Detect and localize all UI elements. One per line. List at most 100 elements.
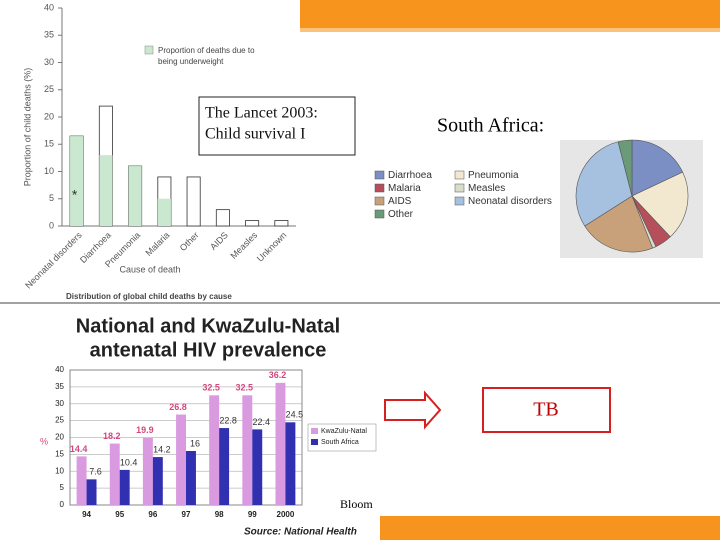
bar bbox=[186, 176, 201, 227]
bar bbox=[119, 469, 130, 505]
y-tick-label: 25 bbox=[44, 84, 54, 94]
x-tick-label: Unknown bbox=[255, 230, 289, 264]
legend-swatch bbox=[454, 183, 465, 193]
bar bbox=[186, 451, 196, 505]
bar bbox=[219, 428, 230, 505]
legend-swatch bbox=[454, 170, 465, 180]
data-label: 16 bbox=[190, 438, 200, 448]
x-tick-label: 94 bbox=[82, 510, 91, 519]
lancet-label: The Lancet 2003: bbox=[205, 105, 318, 122]
y-tick-label: 20 bbox=[44, 111, 54, 121]
y-tick-label: 5 bbox=[60, 483, 65, 492]
y-tick-label: 0 bbox=[49, 220, 54, 230]
chart-title: National and KwaZulu-Natal bbox=[76, 315, 340, 337]
legend-label: Malaria bbox=[388, 183, 421, 194]
bar bbox=[285, 422, 296, 505]
y-axis-title: Proportion of child deaths (%) bbox=[22, 68, 32, 187]
y-tick-label: 0 bbox=[60, 500, 65, 509]
legend-label: Neonatal disorders bbox=[468, 196, 552, 207]
legend-swatch bbox=[374, 170, 385, 180]
pie-slice bbox=[575, 141, 633, 227]
legend-label: Proportion of deaths due to being underwe… bbox=[158, 46, 255, 66]
lancet-box bbox=[198, 96, 356, 156]
data-label: 14.4 bbox=[70, 444, 88, 454]
tb-box bbox=[482, 387, 611, 433]
y-tick-label: 25 bbox=[55, 416, 64, 425]
y-tick-label: 40 bbox=[55, 365, 64, 374]
pie-slice bbox=[631, 139, 684, 197]
x-tick-label: AIDS bbox=[208, 230, 230, 252]
data-label: 32.5 bbox=[236, 383, 254, 393]
x-tick-label: Other bbox=[178, 230, 201, 253]
bar bbox=[99, 155, 113, 226]
data-label: 22.8 bbox=[219, 415, 237, 425]
bar bbox=[215, 209, 230, 227]
x-axis-title: Cause of death bbox=[119, 264, 180, 274]
data-label: 14.2 bbox=[153, 444, 171, 454]
legend-label: Measles bbox=[468, 183, 505, 194]
x-tick-label: 95 bbox=[115, 510, 124, 519]
bar bbox=[152, 457, 163, 505]
bar bbox=[274, 220, 289, 227]
legend-box bbox=[307, 423, 377, 452]
bar bbox=[142, 437, 153, 505]
y-tick-label: 15 bbox=[44, 139, 54, 149]
data-label: 36.2 bbox=[269, 370, 287, 380]
caption: Distribution of global child deaths by c… bbox=[66, 292, 232, 301]
data-label: 26.8 bbox=[169, 402, 187, 412]
legend-label: AIDS bbox=[388, 196, 412, 207]
x-tick-label: 96 bbox=[148, 510, 157, 519]
bar bbox=[76, 456, 87, 505]
data-label: 10.4 bbox=[120, 457, 138, 467]
data-label: 22.4 bbox=[252, 417, 270, 427]
bar bbox=[176, 414, 186, 505]
x-tick-label: Neonatal disorders bbox=[23, 230, 84, 291]
lancet-label: Child survival I bbox=[205, 126, 305, 143]
bar bbox=[86, 479, 97, 505]
tb-label: TB bbox=[533, 399, 559, 421]
x-tick-label: Malaria bbox=[144, 230, 172, 258]
legend-label: South Africa bbox=[321, 439, 359, 446]
x-tick-label: 99 bbox=[248, 510, 257, 519]
bar bbox=[209, 395, 220, 505]
x-tick-label: 98 bbox=[215, 510, 224, 519]
legend-swatch bbox=[374, 183, 385, 193]
x-tick-label: 97 bbox=[182, 510, 191, 519]
y-tick-label: 10 bbox=[44, 166, 54, 176]
legend-swatch bbox=[374, 209, 385, 219]
data-label: 7.6 bbox=[89, 467, 102, 477]
footer-text: Bloom bbox=[340, 497, 373, 511]
legend-label: Diarrhoea bbox=[388, 170, 432, 181]
y-tick-label: 5 bbox=[49, 193, 54, 203]
bar bbox=[275, 382, 286, 505]
legend-swatch bbox=[374, 196, 385, 206]
bar bbox=[70, 136, 84, 226]
bar bbox=[128, 166, 142, 226]
arrow bbox=[384, 390, 442, 430]
y-tick-label: 20 bbox=[55, 433, 64, 442]
source: Source: National Health bbox=[244, 527, 357, 538]
chart-title: antenatal HIV prevalence bbox=[90, 339, 327, 361]
data-label: 18.2 bbox=[103, 431, 121, 441]
footer-band bbox=[380, 516, 720, 540]
y-tick-label: 30 bbox=[44, 57, 54, 67]
pie-slice bbox=[617, 139, 633, 197]
pie-slice bbox=[584, 195, 654, 253]
bar bbox=[245, 220, 260, 227]
data-label: 24.5 bbox=[286, 410, 304, 420]
y-tick-label: 10 bbox=[55, 466, 64, 475]
y-axis-title: % bbox=[40, 436, 48, 446]
legend-swatch bbox=[311, 428, 318, 434]
legend-swatch bbox=[144, 45, 154, 55]
bar bbox=[252, 429, 263, 505]
y-tick-label: 35 bbox=[44, 30, 54, 40]
bar bbox=[157, 198, 171, 226]
legend-swatch bbox=[311, 439, 318, 445]
pie-heading: South Africa: bbox=[437, 115, 544, 137]
legend-label: Pneumonia bbox=[468, 170, 519, 181]
legend-label: KwaZulu-Natal bbox=[321, 428, 367, 435]
y-tick-label: 30 bbox=[55, 399, 64, 408]
annotation: * bbox=[72, 187, 78, 203]
data-label: 32.5 bbox=[202, 383, 220, 393]
